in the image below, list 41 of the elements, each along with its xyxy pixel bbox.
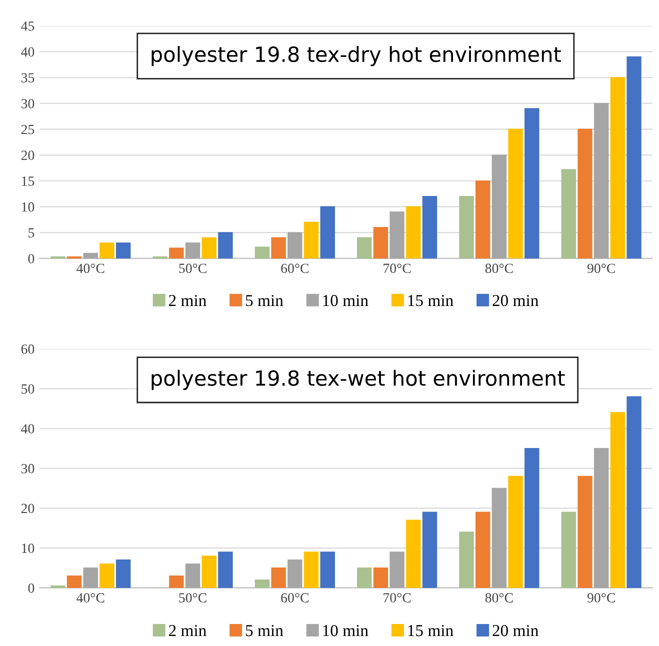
y-tick-label: 5 [28,228,34,238]
y-tick-label: 50 [22,384,34,394]
legend-label: 10 min [323,624,368,636]
y-tick-label: 20 [21,150,34,160]
x-tick-label: 60°C [281,264,308,274]
x-tick-label: 70°C [384,264,411,274]
y-tick-label: 0 [28,583,34,593]
x-tick-label: 90°C [587,264,615,274]
y-tick-label: 60 [21,344,34,354]
y-tick-label: 25 [21,124,34,134]
x-tick-label: 80°C [485,593,513,602]
legend-label: 20 min [492,624,538,636]
legend-label: 15 min [408,294,454,306]
text: polyester 19.8 tex-wet hot environment [152,370,565,390]
x-tick-label: 80°C [485,264,513,274]
legend-label: 10 min [323,294,368,306]
y-tick-label: 30 [21,98,34,108]
y-tick-label: 30 [21,464,34,474]
legend-label: 15 min [408,625,454,636]
legend-label: 5 min [246,294,284,306]
y-tick-label: 35 [21,73,34,82]
legend-label: 5 min [246,625,284,636]
x-tick-label: 40°C [76,593,104,602]
x-tick-label: 60°C [281,593,308,602]
x-tick-label: 40°C [76,264,104,274]
legend-label: 20 min [492,294,538,306]
legend-label: 2 min [168,294,206,306]
text: polyester 19.8 tex-dry hot environment [152,46,561,66]
y-tick-label: 40 [21,424,34,434]
x-tick-label: 70°C [384,593,411,602]
x-tick-label: 50°C [179,264,206,274]
x-tick-label: 90°C [587,593,615,602]
y-tick-label: 0 [28,254,34,264]
y-tick-label: 10 [22,202,34,212]
y-tick-label: 45 [21,22,34,31]
legend-label: 2 min [168,625,206,636]
y-tick-label: 20 [21,504,34,514]
y-tick-label: 15 [22,176,34,186]
x-tick-label: 50°C [179,593,206,602]
y-tick-label: 40 [21,47,34,57]
y-tick-label: 10 [22,544,34,553]
